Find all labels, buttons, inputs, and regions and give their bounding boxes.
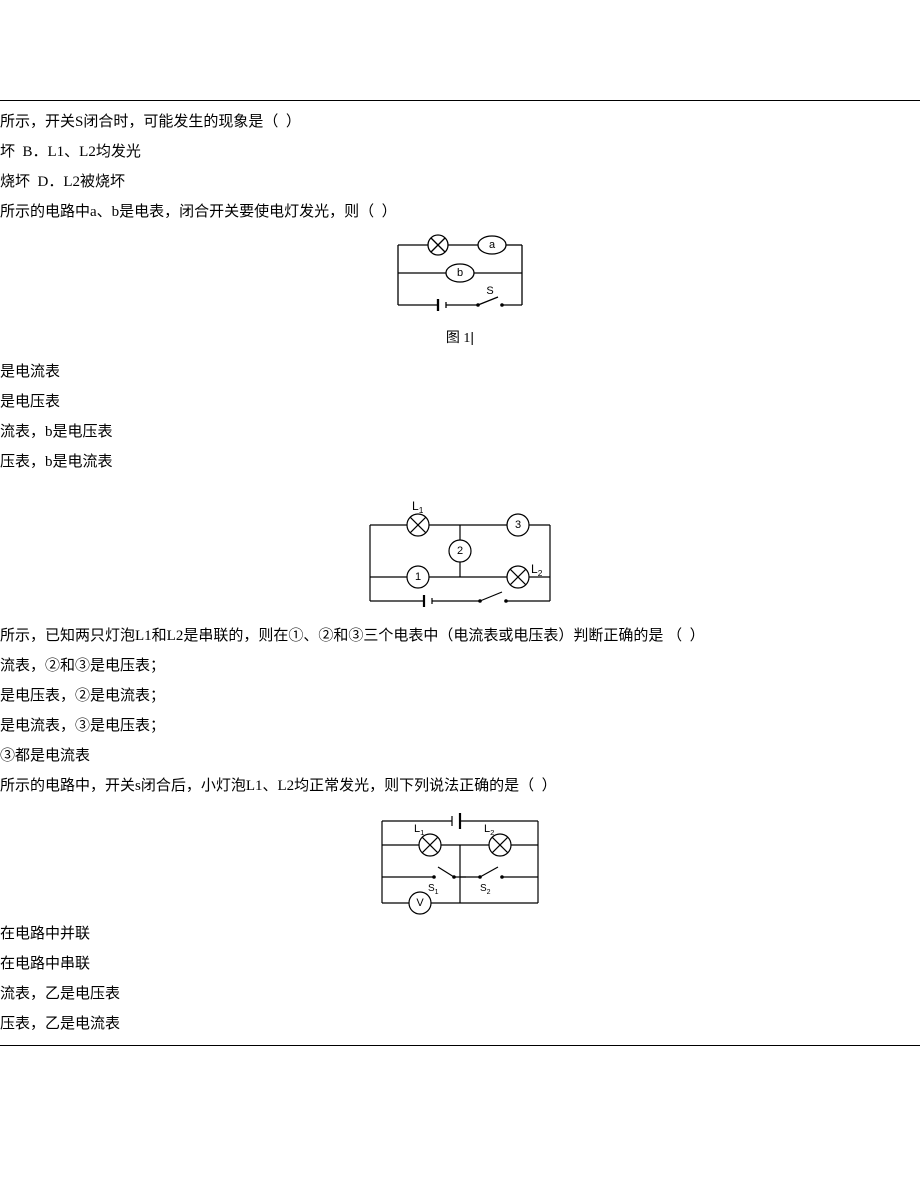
figure-1: a b S 图 1| — [0, 231, 920, 353]
svg-text:3: 3 — [515, 519, 521, 531]
svg-text:L2: L2 — [531, 562, 543, 578]
q2-opt-d: 压表，b是电流表 — [0, 447, 920, 477]
figure-1-caption: 图 1| — [0, 323, 920, 353]
q4-opt-b: 在电路中串联 — [0, 949, 920, 979]
q3-opt-d: ③都是电流表 — [0, 741, 920, 771]
svg-text:L1: L1 — [412, 499, 424, 515]
svg-text:S1: S1 — [428, 883, 439, 896]
svg-text:2: 2 — [457, 545, 463, 557]
circuit-diagram-2: 3 L1 2 1 L2 — [350, 497, 570, 617]
svg-text:1: 1 — [415, 571, 421, 583]
svg-text:S: S — [486, 285, 493, 297]
top-rule — [0, 100, 920, 101]
svg-text:V: V — [416, 897, 424, 909]
q3-opt-b: 是电压表，②是电流表； — [0, 681, 920, 711]
svg-text:L2: L2 — [484, 823, 494, 837]
q4-opt-a: 在电路中并联 — [0, 919, 920, 949]
q2-opt-a: 是电流表 — [0, 357, 920, 387]
q2-stem: 所示的电路中a、b是电表，闭合开关要使电灯发光，则（ ） — [0, 197, 920, 227]
circuit-diagram-3: L1 L2 S1 S2 V — [360, 805, 560, 915]
q2-opt-c: 流表，b是电压表 — [0, 417, 920, 447]
figure-2: 3 L1 2 1 L2 — [0, 497, 920, 617]
svg-text:L1: L1 — [414, 823, 424, 837]
svg-text:b: b — [457, 267, 463, 279]
q4-opt-c: 流表，乙是电压表 — [0, 979, 920, 1009]
bottom-rule — [0, 1045, 920, 1046]
q3-opt-c: 是电流表，③是电压表； — [0, 711, 920, 741]
q2-opt-b: 是电压表 — [0, 387, 920, 417]
svg-text:S2: S2 — [480, 883, 491, 896]
q4-opt-d: 压表，乙是电流表 — [0, 1009, 920, 1039]
q1-stem: 所示，开关S闭合时，可能发生的现象是（ ） — [0, 107, 920, 137]
q3-stem: 所示，已知两只灯泡L1和L2是串联的，则在①、②和③三个电表中（电流表或电压表）… — [0, 621, 920, 651]
q1-opt-ab: 坏 B．L1、L2均发光 — [0, 137, 920, 167]
q4-stem: 所示的电路中，开关s闭合后，小灯泡L1、L2均正常发光，则下列说法正确的是（ ） — [0, 771, 920, 801]
figure-3: L1 L2 S1 S2 V — [0, 805, 920, 915]
circuit-diagram-1: a b S — [380, 231, 540, 321]
svg-text:a: a — [489, 239, 496, 251]
q3-opt-a: 流表，②和③是电压表； — [0, 651, 920, 681]
q1-opt-cd: 烧坏 D．L2被烧坏 — [0, 167, 920, 197]
page: 所示，开关S闭合时，可能发生的现象是（ ） 坏 B．L1、L2均发光 烧坏 D．… — [0, 0, 920, 1086]
